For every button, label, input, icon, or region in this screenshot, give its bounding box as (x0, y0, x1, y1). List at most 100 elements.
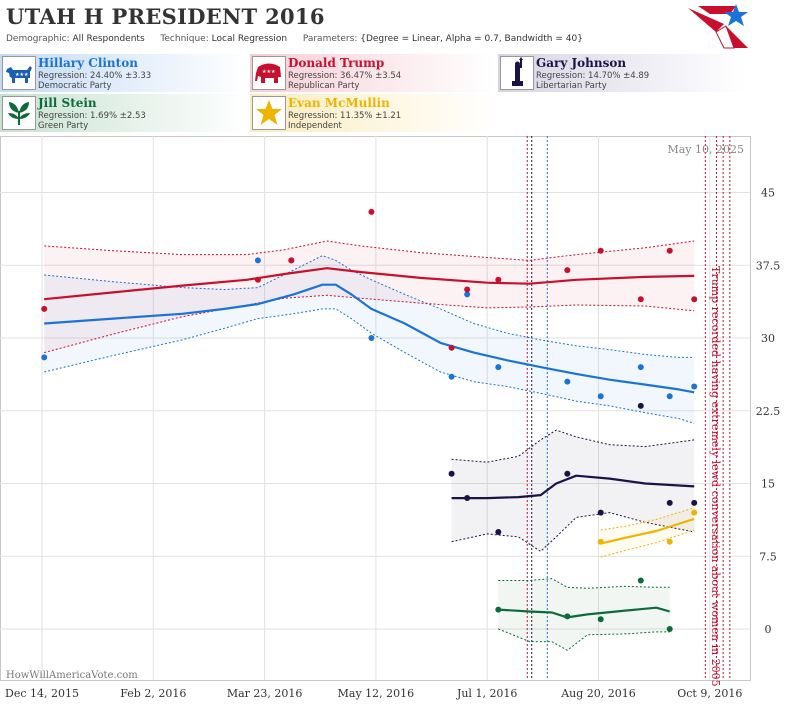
point-evan-mcmullin (691, 509, 698, 516)
date-stamp: May 10, 2025 (667, 143, 744, 156)
candidate-party: Republican Party (288, 81, 360, 91)
point-gary-johnson (564, 470, 571, 477)
candidate-party: Libertarian Party (536, 81, 607, 91)
point-donald-trump (637, 296, 644, 303)
poll-points (41, 208, 698, 632)
band-upper-hillary-clinton (44, 255, 695, 358)
trend-donald-trump (44, 267, 695, 301)
y-tick-label: 45 (761, 187, 775, 200)
point-donald-trump (691, 296, 698, 303)
donkey-icon: ★★★ (2, 56, 36, 90)
point-gary-johnson (495, 529, 502, 535)
site-logo-icon (688, 4, 748, 49)
point-donald-trump (288, 257, 295, 264)
point-donald-trump (41, 305, 48, 312)
statue-of-liberty-icon (500, 56, 534, 90)
point-donald-trump (464, 286, 471, 293)
candidate-party: Green Party (38, 121, 89, 131)
point-gary-johnson (637, 402, 644, 409)
point-jill-stein (597, 616, 604, 623)
y-tick-label: 0 (765, 623, 772, 636)
point-donald-trump (597, 247, 604, 254)
point-hillary-clinton (254, 257, 261, 264)
y-tick-label: 15 (761, 478, 775, 491)
candidate-party: Democratic Party (38, 81, 112, 91)
trend-jill-stein (498, 606, 671, 619)
candidate-regression: Regression: 1.69% ±2.53 (38, 111, 146, 121)
y-tick-label: 22.5 (756, 405, 781, 418)
event-lines (526, 136, 731, 680)
point-donald-trump (448, 344, 455, 351)
x-tick-label: May 12, 2016 (338, 687, 415, 700)
trend-lines (44, 267, 695, 619)
point-gary-johnson (448, 470, 455, 477)
y-axis: 0 7.5 15 22.5 30 37.5 45 (756, 187, 781, 637)
y-tick-label: 7.5 (759, 550, 777, 563)
candidate-name: Jill Stein (38, 96, 97, 110)
point-jill-stein (495, 606, 502, 613)
legend-card-mcmullin[interactable]: Evan McMullin Regression: 11.35% ±1.21 I… (250, 94, 496, 132)
candidate-regression: Regression: 14.70% ±4.89 (536, 71, 650, 81)
point-donald-trump (666, 247, 673, 254)
demographic-value: All Respondents (72, 34, 145, 44)
candidate-regression: Regression: 11.35% ±1.21 (288, 111, 402, 121)
band-upper-donald-trump (44, 240, 695, 261)
point-hillary-clinton (448, 373, 455, 380)
legend-card-trump[interactable]: ★★★ Donald Trump Regression: 36.47% ±3.5… (250, 54, 496, 92)
poll-chart: 0 7.5 15 22.5 30 37.5 45 Dec 14, 2015 Feb 2, 20… (0, 136, 781, 700)
point-hillary-clinton (495, 364, 502, 371)
legend-card-johnson[interactable]: Gary Johnson Regression: 14.70% ±4.89 Li… (498, 54, 746, 92)
trend-evan-mcmullin (600, 517, 695, 545)
x-tick-label: Dec 14, 2015 (5, 687, 79, 700)
candidate-name: Donald Trump (288, 56, 385, 70)
point-hillary-clinton (564, 378, 571, 385)
x-tick-label: Aug 20, 2016 (560, 687, 636, 700)
svg-text:★★★: ★★★ (262, 69, 276, 75)
trend-hillary-clinton (44, 283, 695, 394)
leaf-icon (2, 96, 36, 130)
point-hillary-clinton (41, 354, 48, 361)
header: UTAH H PRESIDENT 2016 Demographic: All R… (0, 0, 789, 52)
demographic-key: Demographic: (6, 34, 70, 44)
point-donald-trump (368, 208, 375, 215)
x-tick-label: Mar 23, 2016 (227, 687, 303, 700)
point-hillary-clinton (368, 335, 375, 341)
band-upper-gary-johnson (451, 429, 695, 463)
parameters-value: {Degree = Linear, Alpha = 0.7, Bandwidth… (360, 34, 583, 44)
candidate-regression: Regression: 36.47% ±3.54 (288, 71, 402, 81)
band-lower-jill-stein (498, 628, 670, 651)
point-gary-johnson (597, 509, 604, 516)
x-tick-label: Oct 9, 2016 (677, 687, 742, 700)
technique-key: Technique: (160, 34, 209, 44)
candidate-name: Evan McMullin (288, 96, 390, 110)
elephant-icon: ★★★ (252, 56, 286, 90)
point-hillary-clinton (637, 364, 644, 371)
candidate-regression: Regression: 24.40% ±3.33 (38, 71, 152, 81)
legend-card-stein[interactable]: Jill Stein Regression: 1.69% ±2.53 Green… (0, 94, 248, 132)
star-icon (252, 96, 286, 130)
parameters-line: Demographic: All Respondents Technique: … (6, 34, 583, 44)
point-evan-mcmullin (597, 538, 604, 545)
point-donald-trump (564, 267, 571, 274)
technique-value: Local Regression (211, 34, 288, 44)
point-evan-mcmullin (666, 538, 673, 545)
point-jill-stein (666, 626, 673, 632)
y-tick-label: 37.5 (756, 259, 781, 272)
candidate-name: Gary Johnson (536, 56, 627, 70)
band-upper-evan-mcmullin (600, 507, 695, 531)
point-hillary-clinton (597, 393, 604, 400)
x-tick-label: Feb 2, 2016 (120, 687, 186, 700)
point-donald-trump (254, 276, 261, 283)
point-gary-johnson (691, 499, 698, 506)
band-donald-trump (44, 241, 695, 353)
legend-card-clinton[interactable]: ★★★ Hillary Clinton Regression: 24.40% ±… (0, 54, 248, 92)
band-gary-johnson (451, 430, 695, 552)
band-lower-gary-johnson (451, 512, 695, 553)
x-axis: Dec 14, 2015 Feb 2, 2016 Mar 23, 2016 May 1… (5, 687, 742, 700)
watermark: HowWillAmericaVote.com (6, 670, 138, 681)
candidate-party: Independent (288, 121, 342, 131)
svg-text:★★★: ★★★ (15, 72, 29, 78)
point-gary-johnson (464, 495, 471, 502)
x-tick-label: Jul 1, 2016 (456, 687, 518, 700)
band-lower-hillary-clinton (44, 308, 695, 424)
